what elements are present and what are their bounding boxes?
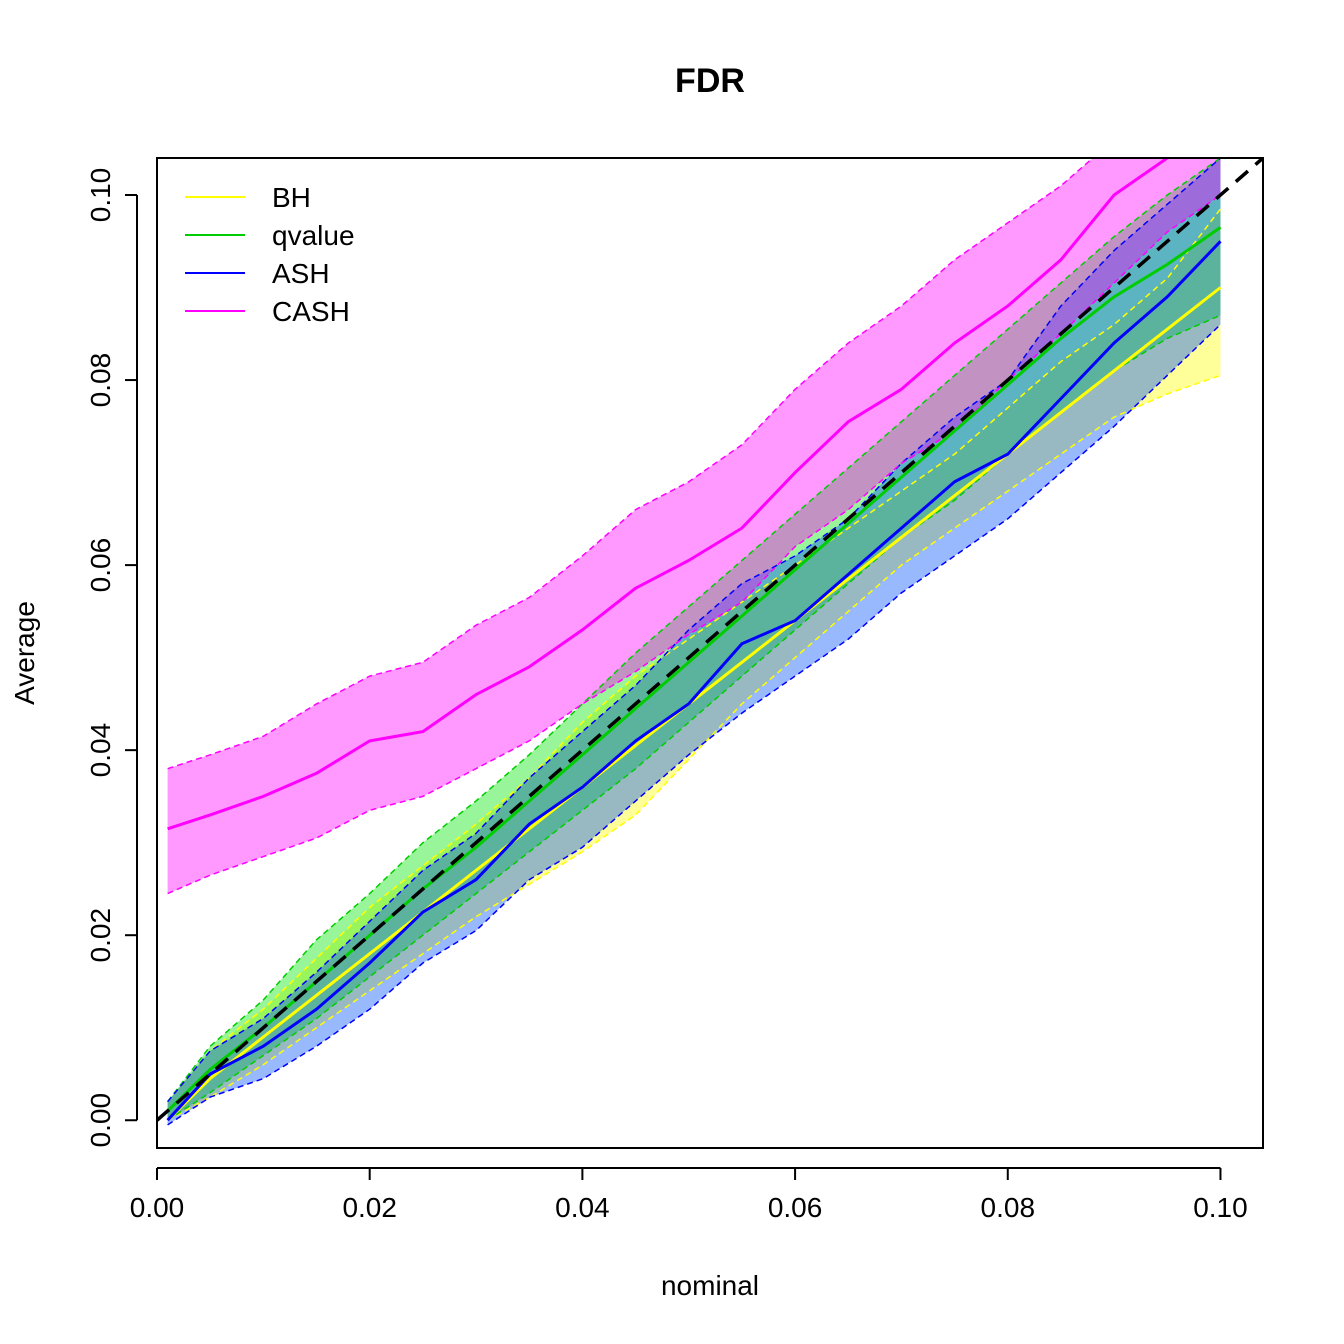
x-tick-label: 0.06 bbox=[768, 1192, 823, 1223]
qvalue-band-upper-edge bbox=[167, 158, 1221, 1103]
legend-item-bh: BH bbox=[185, 182, 311, 213]
legend-label: BH bbox=[272, 182, 311, 213]
identity-reference-line bbox=[157, 158, 1263, 1122]
x-axis-label: nominal bbox=[661, 1270, 759, 1301]
y-axis: 0.00 0.02 0.04 0.06 0.08 0.10 bbox=[85, 168, 138, 1148]
legend-label: qvalue bbox=[272, 220, 355, 251]
chart-title: FDR bbox=[675, 62, 745, 100]
y-tick-label: 0.08 bbox=[85, 353, 116, 408]
x-axis: 0.00 0.02 0.04 0.06 0.08 0.10 bbox=[130, 1167, 1248, 1223]
legend-item-qvalue: qvalue bbox=[185, 220, 355, 251]
x-tick-label: 0.10 bbox=[1193, 1192, 1248, 1223]
x-tick-label: 0.04 bbox=[555, 1192, 610, 1223]
plot-area bbox=[157, 158, 1263, 1126]
y-axis-label: Average bbox=[9, 601, 40, 705]
legend-item-ash: ASH bbox=[185, 258, 330, 289]
plot-frame bbox=[156, 157, 1264, 1149]
qvalue-band-lower-edge bbox=[167, 314, 1221, 1121]
cash-band-upper-edge bbox=[167, 158, 1094, 770]
bh-band-lower-edge bbox=[167, 374, 1221, 1121]
x-tick-label: 0.02 bbox=[342, 1192, 397, 1223]
x-tick-label: 0.08 bbox=[981, 1192, 1036, 1223]
x-tick-label: 0.00 bbox=[130, 1192, 185, 1223]
legend-label: ASH bbox=[272, 258, 330, 289]
legend: BH qvalue ASH CASH bbox=[185, 182, 355, 327]
ash-mean-line bbox=[166, 240, 1222, 1122]
cash-mean-line bbox=[167, 158, 1171, 831]
y-tick-label: 0.00 bbox=[85, 1093, 116, 1148]
y-tick-label: 0.10 bbox=[85, 168, 116, 223]
y-tick-label: 0.04 bbox=[85, 723, 116, 778]
legend-label: CASH bbox=[272, 296, 350, 327]
bh-band bbox=[167, 208, 1221, 1121]
legend-item-cash: CASH bbox=[185, 296, 350, 327]
ash-band-lower-edge bbox=[167, 323, 1222, 1126]
y-tick-label: 0.06 bbox=[85, 538, 116, 593]
ash-band-upper-edge bbox=[167, 158, 1221, 1103]
bh-band-upper-edge bbox=[167, 208, 1222, 1103]
qvalue-band bbox=[167, 158, 1221, 1121]
y-tick-label: 0.02 bbox=[85, 908, 116, 963]
